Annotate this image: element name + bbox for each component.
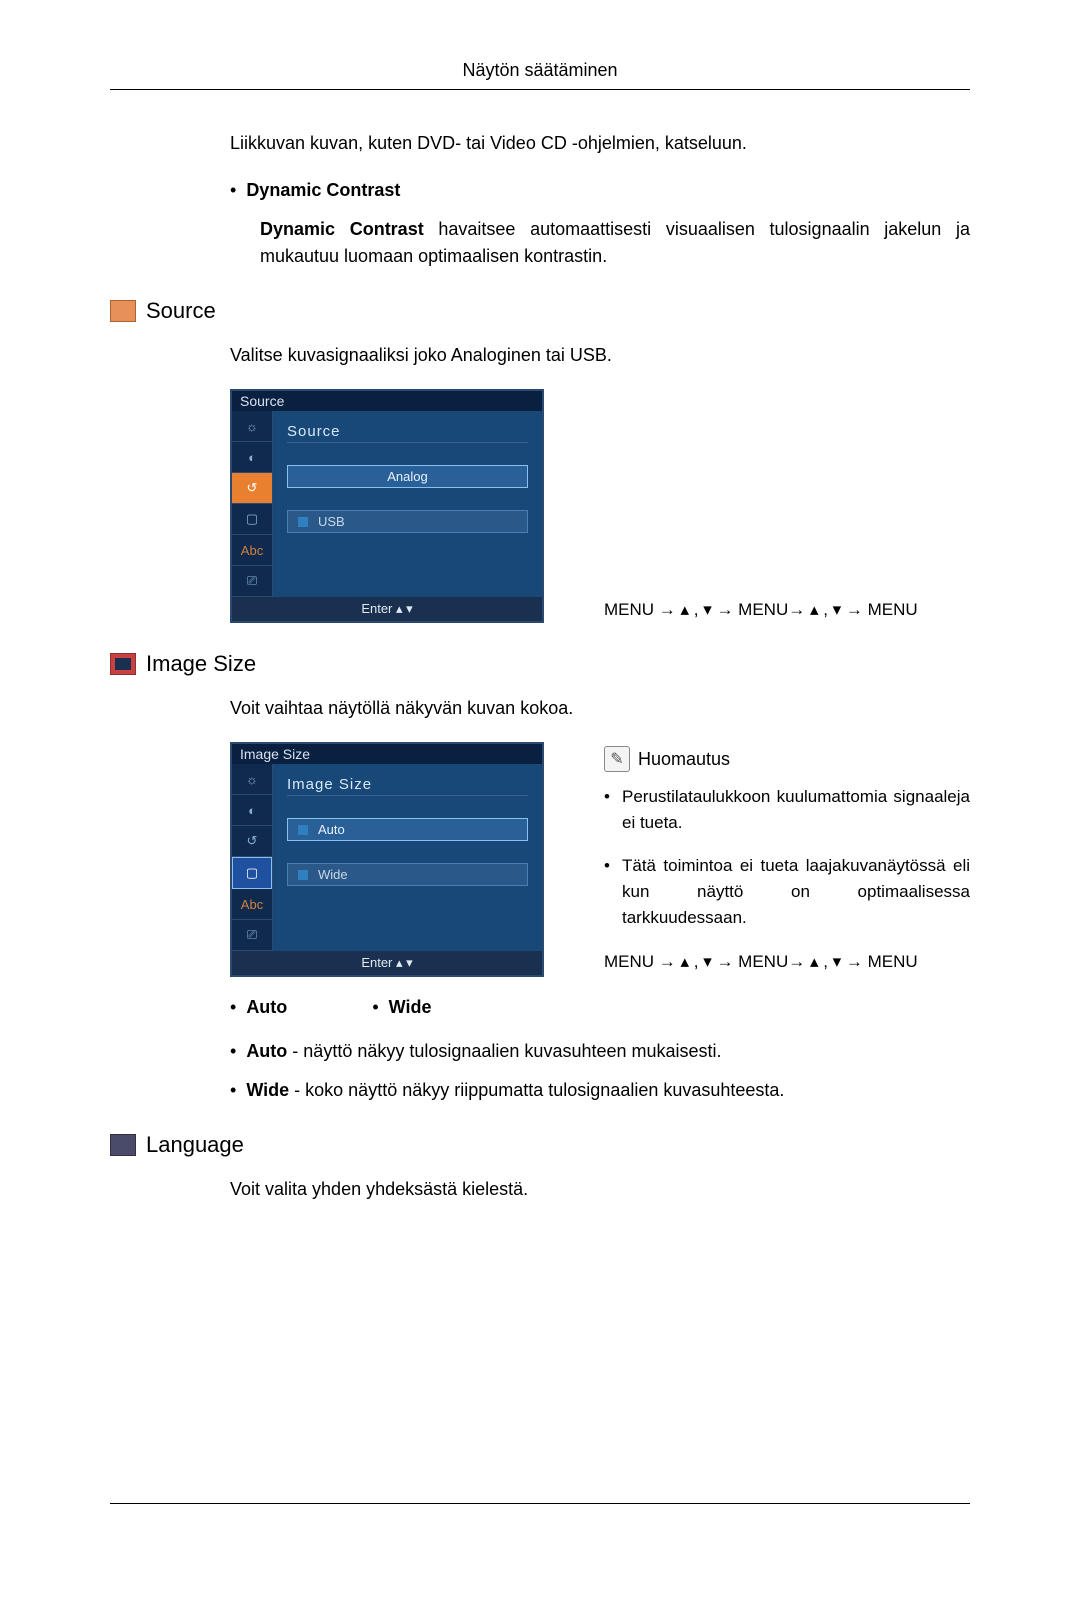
dynamic-contrast-title: • Dynamic Contrast xyxy=(230,177,970,204)
page-header: Näytön säätäminen xyxy=(110,60,970,89)
osd-sidebar-2: ☼ ◐ ↺ ▢ Abc ⎚ xyxy=(232,764,273,951)
dynamic-contrast-label: Dynamic Contrast xyxy=(246,180,400,200)
imagesize-section-row: Image Size xyxy=(110,651,970,677)
osd-opt-analog[interactable]: Analog xyxy=(287,465,528,488)
osd-opt-usb[interactable]: USB xyxy=(287,510,528,533)
opt2-prefix: Wide xyxy=(246,1080,289,1100)
language-desc: Voit valita yhden yhdeksästä kielestä. xyxy=(230,1176,970,1203)
footer-rule xyxy=(110,1503,970,1504)
opt-analog-label: Analog xyxy=(387,469,427,484)
intro-text: Liikkuvan kuvan, kuten DVD- tai Video CD… xyxy=(230,130,970,157)
square-indicator-2a xyxy=(298,825,308,835)
osd-opt-auto[interactable]: Auto xyxy=(287,818,528,841)
imagesize-osd: Image Size ☼ ◐ ↺ ▢ Abc ⎚ Image Size Auto… xyxy=(230,742,544,977)
source-right-col: MENU → ▴ , ▾ → MENU→ ▴ , ▾ → MENU xyxy=(604,389,970,623)
note-bullets: •Perustilataulukkoon kuulumattomia signa… xyxy=(604,784,970,932)
exit-icon-2: ⎚ xyxy=(232,920,272,951)
header-rule xyxy=(110,89,970,90)
osd-main: Source Analog USB xyxy=(273,411,542,597)
opt1-label: Auto xyxy=(246,997,287,1017)
note-row: ✎ Huomautus xyxy=(604,746,970,772)
osd-title-2: Image Size xyxy=(232,744,542,764)
square-indicator-2b xyxy=(298,870,308,880)
dc-prefix: Dynamic Contrast xyxy=(260,219,424,239)
inline-opt-wide: • Wide xyxy=(372,997,431,1018)
source-section-row: Source xyxy=(110,298,970,324)
sun-icon-2: ☼ xyxy=(232,764,272,795)
source-side-icon-2: ↺ xyxy=(232,826,272,857)
imagesize-nav: MENU → ▴ , ▾ → MENU→ ▴ , ▾ → MENU xyxy=(604,948,970,975)
imagesize-right-col: ✎ Huomautus •Perustilataulukkoon kuuluma… xyxy=(604,742,970,977)
source-side-icon: ↺ xyxy=(232,473,272,504)
osd-section-label-2: Image Size xyxy=(287,776,528,796)
source-osd: Source ☼ ◐ ↺ ▢ Abc ⎚ Source Analog USB xyxy=(230,389,544,623)
osd-footer-2: Enter ▴ ▾ xyxy=(232,951,542,975)
source-nav: MENU → ▴ , ▾ → MENU→ ▴ , ▾ → MENU xyxy=(604,596,970,623)
color-icon-2: ◐ xyxy=(232,795,272,826)
opt2-label: Wide xyxy=(389,997,432,1017)
opt1-rest: - näyttö näkyy tulosignaalien kuvasuhtee… xyxy=(287,1041,721,1061)
language-section-row: Language xyxy=(110,1132,970,1158)
source-two-col: Source ☼ ◐ ↺ ▢ Abc ⎚ Source Analog USB xyxy=(110,389,970,623)
imagesize-two-col: Image Size ☼ ◐ ↺ ▢ Abc ⎚ Image Size Auto… xyxy=(110,742,970,977)
abc-icon-2: Abc xyxy=(232,889,272,920)
osd-main-2: Image Size Auto Wide xyxy=(273,764,542,951)
size-side-icon-2: ▢ xyxy=(232,857,272,889)
language-icon xyxy=(110,1134,136,1156)
source-title: Source xyxy=(146,298,216,324)
osd-sidebar: ☼ ◐ ↺ ▢ Abc ⎚ xyxy=(232,411,273,597)
inline-opts: • Auto • Wide xyxy=(230,997,970,1018)
imagesize-icon xyxy=(110,653,136,675)
exit-icon: ⎚ xyxy=(232,566,272,597)
language-title: Language xyxy=(146,1132,244,1158)
note-title: Huomautus xyxy=(638,749,730,770)
imagesize-osd-col: Image Size ☼ ◐ ↺ ▢ Abc ⎚ Image Size Auto… xyxy=(230,742,544,977)
note-icon: ✎ xyxy=(604,746,630,772)
source-desc: Valitse kuvasignaaliksi joko Analoginen … xyxy=(230,342,970,369)
source-osd-col: Source ☼ ◐ ↺ ▢ Abc ⎚ Source Analog USB xyxy=(230,389,544,623)
note-2-text: Tätä toimintoa ei tueta laajakuvanäytöss… xyxy=(622,853,970,932)
osd-section-label: Source xyxy=(287,423,528,443)
inline-opt-auto: • Auto xyxy=(230,997,287,1018)
note-1: •Perustilataulukkoon kuulumattomia signa… xyxy=(604,784,970,837)
page: Näytön säätäminen Liikkuvan kuvan, kuten… xyxy=(0,0,1080,1604)
size-side-icon: ▢ xyxy=(232,504,272,535)
osd-body-2: ☼ ◐ ↺ ▢ Abc ⎚ Image Size Auto Wide xyxy=(232,764,542,951)
opt-auto-label: Auto xyxy=(318,822,345,837)
note-1-text: Perustilataulukkoon kuulumattomia signaa… xyxy=(622,784,970,837)
opt-usb-label: USB xyxy=(318,514,345,529)
imagesize-desc: Voit vaihtaa näytöllä näkyvän kuvan koko… xyxy=(230,695,970,722)
opt2-rest: - koko näyttö näkyy riippumatta tulosign… xyxy=(289,1080,784,1100)
square-indicator xyxy=(298,517,308,527)
note-2: •Tätä toimintoa ei tueta laajakuvanäytös… xyxy=(604,853,970,932)
color-icon: ◐ xyxy=(232,442,272,473)
osd-title: Source xyxy=(232,391,542,411)
opt1-prefix: Auto xyxy=(246,1041,287,1061)
opt1-desc: • Auto - näyttö näkyy tulosignaalien kuv… xyxy=(230,1038,970,1065)
imagesize-title: Image Size xyxy=(146,651,256,677)
osd-footer: Enter ▴ ▾ xyxy=(232,597,542,621)
osd-opt-wide[interactable]: Wide xyxy=(287,863,528,886)
dynamic-contrast-body: Dynamic Contrast havaitsee automaattises… xyxy=(260,216,970,270)
opt2-desc: • Wide - koko näyttö näkyy riippumatta t… xyxy=(230,1077,970,1104)
source-icon xyxy=(110,300,136,322)
abc-icon: Abc xyxy=(232,535,272,566)
osd-body: ☼ ◐ ↺ ▢ Abc ⎚ Source Analog USB xyxy=(232,411,542,597)
opt-wide-label: Wide xyxy=(318,867,348,882)
sun-icon: ☼ xyxy=(232,411,272,442)
